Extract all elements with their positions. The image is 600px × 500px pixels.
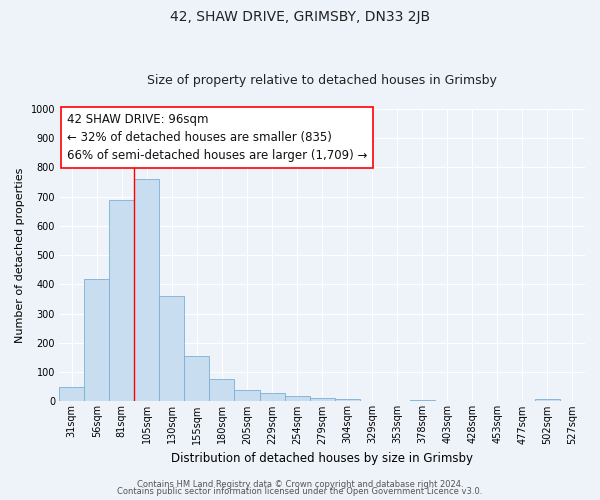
Bar bbox=[160, 296, 184, 402]
Bar bbox=[59, 387, 84, 402]
Bar bbox=[335, 400, 359, 402]
Bar bbox=[535, 400, 560, 402]
Y-axis label: Number of detached properties: Number of detached properties bbox=[15, 168, 25, 343]
Bar bbox=[209, 380, 235, 402]
Bar bbox=[284, 396, 310, 402]
Bar bbox=[184, 356, 209, 402]
Bar bbox=[235, 390, 260, 402]
Text: Contains HM Land Registry data © Crown copyright and database right 2024.: Contains HM Land Registry data © Crown c… bbox=[137, 480, 463, 489]
Title: Size of property relative to detached houses in Grimsby: Size of property relative to detached ho… bbox=[147, 74, 497, 87]
Bar bbox=[134, 179, 160, 402]
Text: 42, SHAW DRIVE, GRIMSBY, DN33 2JB: 42, SHAW DRIVE, GRIMSBY, DN33 2JB bbox=[170, 10, 430, 24]
Text: Contains public sector information licensed under the Open Government Licence v3: Contains public sector information licen… bbox=[118, 487, 482, 496]
Bar bbox=[410, 400, 435, 402]
X-axis label: Distribution of detached houses by size in Grimsby: Distribution of detached houses by size … bbox=[171, 452, 473, 465]
Text: 42 SHAW DRIVE: 96sqm
← 32% of detached houses are smaller (835)
66% of semi-deta: 42 SHAW DRIVE: 96sqm ← 32% of detached h… bbox=[67, 114, 367, 162]
Bar bbox=[310, 398, 335, 402]
Bar bbox=[260, 392, 284, 402]
Bar bbox=[84, 278, 109, 402]
Bar bbox=[109, 200, 134, 402]
